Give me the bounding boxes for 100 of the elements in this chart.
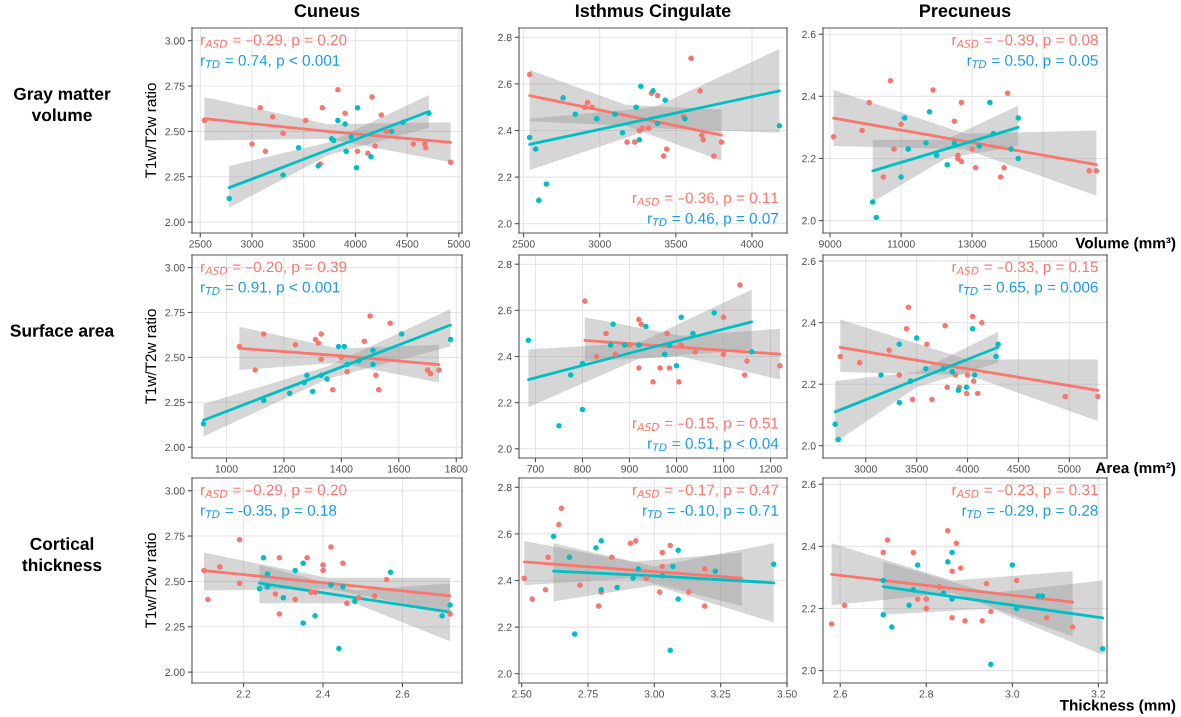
x-tick-label: 1100	[713, 465, 735, 473]
point	[976, 143, 982, 149]
point	[905, 304, 912, 311]
point	[880, 549, 887, 556]
point	[336, 645, 342, 652]
point	[963, 384, 970, 391]
y-tick-label: 3.00	[165, 487, 185, 495]
point	[355, 358, 362, 364]
point	[737, 282, 743, 288]
point	[949, 568, 955, 574]
point	[873, 214, 880, 221]
point	[697, 88, 703, 94]
point	[341, 343, 348, 350]
y-tick-label: 2.6	[802, 257, 816, 266]
y-tick-label: 2.00	[165, 443, 185, 452]
point	[659, 549, 666, 556]
point	[666, 342, 673, 348]
y-tick-label: 2.2	[802, 604, 816, 613]
annotation: r$_{TD}$ = 0.91, p < 0.001	[201, 281, 340, 296]
point	[1001, 164, 1007, 171]
point	[1062, 393, 1069, 400]
point	[675, 547, 681, 553]
annotation: r$_{TD}$ = 0.74, p < 0.001	[201, 54, 340, 69]
point	[1039, 593, 1046, 599]
point	[426, 110, 432, 117]
point	[340, 560, 346, 567]
x-tick-label: 13000	[958, 240, 987, 248]
x-tick-label: 3.2	[1091, 690, 1106, 698]
y-tick-label: 2.6	[498, 306, 512, 315]
y-tick-label: 3.00	[165, 264, 185, 272]
point	[645, 125, 652, 131]
point	[236, 580, 243, 586]
point	[335, 86, 341, 93]
point	[945, 559, 951, 565]
point	[1013, 577, 1020, 584]
point	[256, 585, 263, 592]
point	[355, 594, 362, 601]
point	[633, 104, 640, 110]
point	[969, 326, 976, 332]
point	[886, 347, 892, 354]
point	[579, 406, 586, 413]
point	[335, 343, 342, 350]
point	[688, 55, 694, 62]
annotation: r$_{TD}$ = -0.29, p = 0.28	[962, 504, 1098, 519]
y-tick-label: 2.0	[498, 220, 512, 228]
annotation: r$_{TD}$ = -0.35, p = 0.18	[201, 504, 337, 519]
point	[951, 140, 958, 146]
point	[622, 342, 628, 348]
point	[342, 121, 348, 127]
point	[312, 589, 318, 596]
point	[878, 372, 884, 378]
point	[953, 540, 960, 547]
point	[923, 596, 930, 602]
point	[603, 330, 609, 337]
point	[631, 139, 638, 145]
point	[741, 372, 748, 378]
point	[276, 611, 283, 617]
point	[352, 598, 358, 605]
annotation: r$_{ASD}$ = –0.39, p = 0.08	[952, 34, 1098, 49]
x-axis-title: Thickness (mm)	[1059, 699, 1176, 714]
point	[914, 596, 921, 602]
x-tick-label: 9000	[819, 240, 842, 248]
point	[542, 587, 549, 593]
y-tick-label: 2.0	[498, 670, 512, 678]
x-tick-label: 3500	[292, 240, 315, 248]
point	[896, 341, 903, 347]
point	[667, 542, 674, 549]
annotation: r$_{ASD}$ = –0.33, p = 0.15	[952, 261, 1098, 276]
point	[1099, 646, 1106, 652]
point	[593, 545, 599, 551]
x-tick-label: 4000	[344, 240, 367, 248]
point	[958, 99, 965, 106]
y-tick-label: 2.75	[165, 532, 185, 540]
point	[914, 562, 921, 568]
point	[678, 314, 684, 321]
x-tick-label: 3000	[854, 465, 877, 473]
point	[828, 621, 835, 627]
point	[324, 376, 330, 382]
point	[292, 342, 299, 348]
point	[368, 154, 374, 160]
point	[711, 153, 717, 159]
point	[572, 111, 579, 117]
point	[983, 580, 990, 587]
x-tick-label: 1600	[388, 465, 410, 473]
point	[595, 603, 602, 609]
x-tick-label: 800	[574, 465, 591, 473]
point	[880, 611, 887, 618]
point	[280, 172, 286, 178]
point	[923, 366, 929, 372]
y-tick-label: 2.2	[498, 623, 512, 631]
point	[963, 390, 970, 397]
point	[944, 161, 951, 168]
point	[962, 618, 968, 624]
point	[577, 582, 583, 588]
y-tick-label: 3.00	[165, 37, 185, 45]
point	[933, 152, 940, 159]
point	[328, 582, 334, 588]
point	[373, 372, 379, 379]
point	[566, 554, 573, 560]
point	[589, 104, 595, 110]
